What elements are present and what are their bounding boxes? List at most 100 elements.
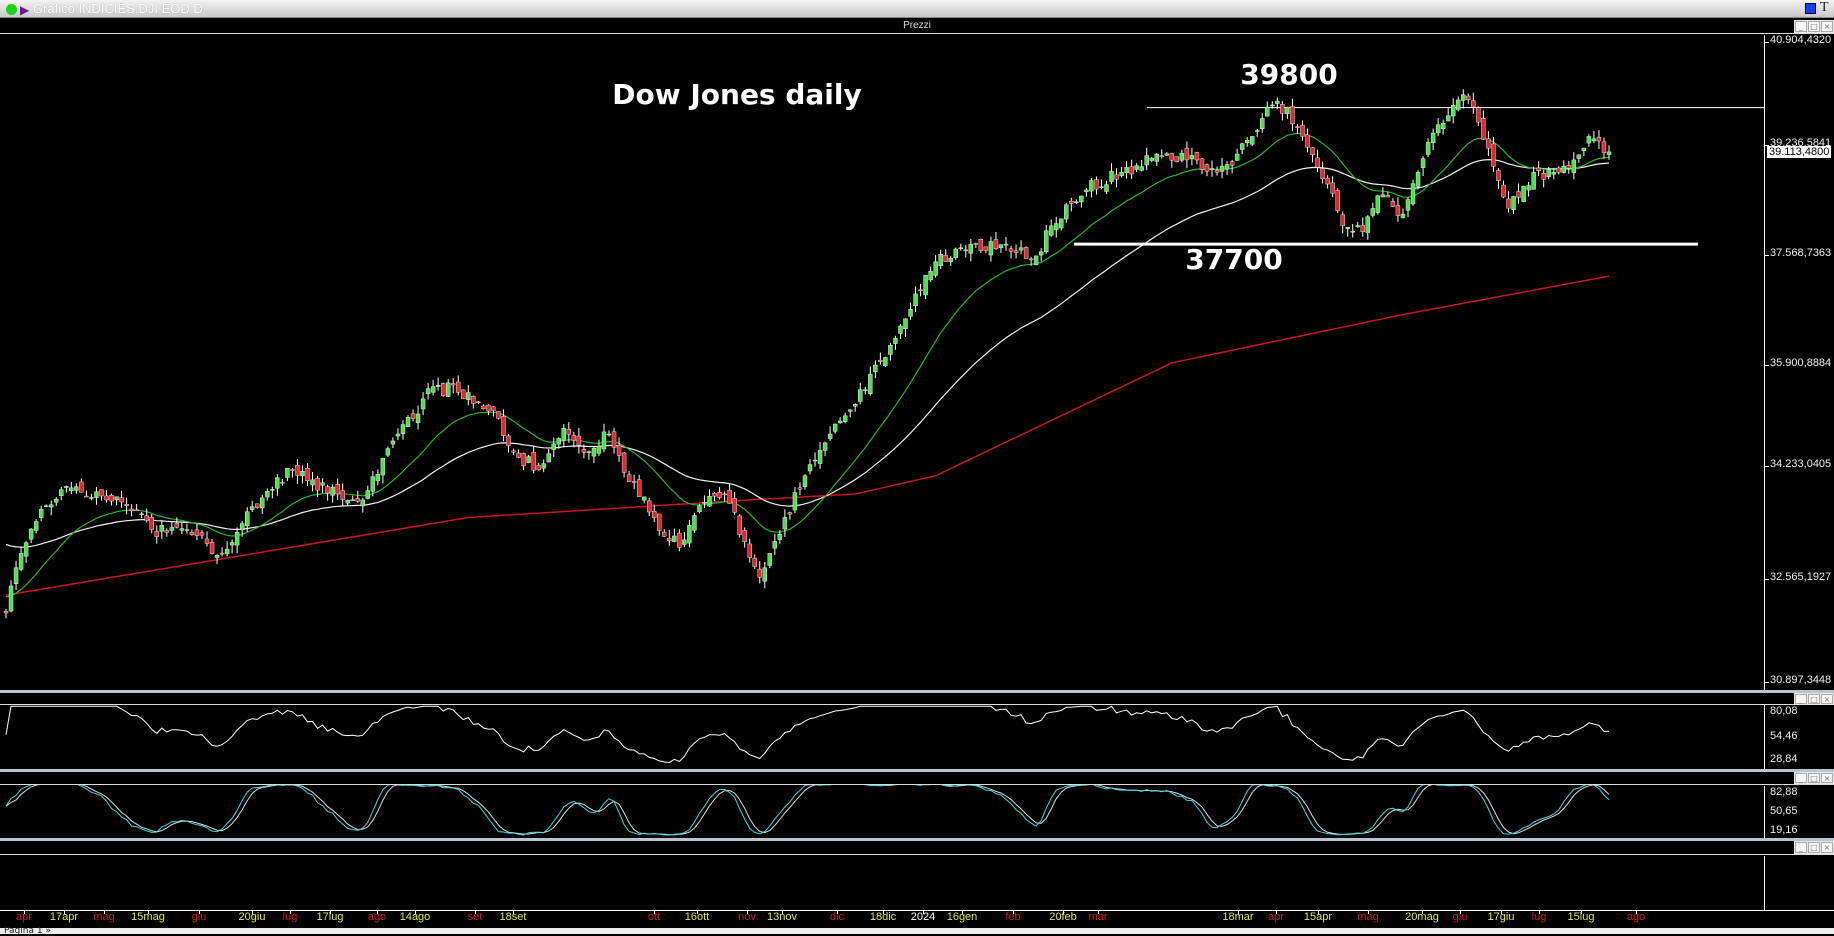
candle-down [1385, 195, 1391, 198]
candle-down [631, 481, 637, 483]
axis-tick [883, 910, 884, 914]
pane-separator[interactable] [0, 769, 1834, 772]
rsi-pane-header: _ □ × [0, 693, 1834, 705]
candle-up [1219, 165, 1225, 172]
stoch-axis [1764, 786, 1765, 838]
candle-down [1541, 173, 1546, 180]
candle-down [1214, 170, 1220, 173]
close-icon[interactable]: × [1821, 21, 1833, 32]
candle-down [737, 515, 742, 535]
candle-up [320, 482, 325, 486]
candle-down [742, 530, 747, 542]
stoch-label-high: 82,88 [1770, 786, 1798, 798]
time-axis-label: 17giu [1487, 911, 1515, 923]
candle-up [1420, 158, 1426, 168]
time-axis-label: 18mar [1222, 911, 1254, 923]
candle-down [149, 517, 154, 530]
candle-down [1174, 156, 1180, 163]
price-pane-title: Prezzi [903, 20, 931, 31]
candle-down [571, 435, 577, 441]
candle-up [159, 525, 164, 532]
candle-up [672, 535, 677, 542]
candle-up [1456, 99, 1461, 110]
text-tool-icon[interactable]: T [1820, 0, 1829, 15]
candle-up [114, 496, 119, 501]
axis-tick [1422, 910, 1423, 914]
candle-up [772, 541, 778, 549]
candle-down [1395, 205, 1401, 216]
candle-up [888, 345, 893, 355]
candle-up [229, 542, 235, 546]
pane-separator[interactable] [0, 690, 1834, 693]
rsi-label-mid: 54,46 [1770, 730, 1798, 742]
axis-tick [330, 910, 331, 914]
play-arrow-icon[interactable]: ▶ [20, 3, 30, 17]
color-square-icon[interactable] [1805, 3, 1816, 14]
price-axis-label: 37.568,7363 [1770, 247, 1832, 259]
candle-up [1104, 184, 1109, 192]
minimize-icon[interactable]: _ [1795, 21, 1807, 32]
candle-up [385, 448, 391, 456]
maximize-icon[interactable]: □ [1808, 21, 1820, 32]
close-icon[interactable]: × [1821, 842, 1833, 853]
candle-down [1184, 147, 1190, 161]
time-axis-label: dic [829, 911, 845, 923]
time-axis-label: 17apr [49, 911, 79, 923]
candle-up [948, 257, 953, 262]
candle-up [420, 398, 426, 410]
candle-up [1561, 165, 1566, 173]
rsi-line [5, 705, 1610, 764]
candle-down [752, 557, 757, 567]
candle-down [1295, 126, 1300, 128]
candle-down [1491, 143, 1496, 167]
pane-window-buttons[interactable]: _ □ × [1794, 841, 1834, 854]
axis-tick [747, 910, 748, 914]
pane-window-buttons[interactable]: _ □ × [1794, 772, 1834, 784]
candle-down [717, 492, 722, 498]
candle-up [556, 438, 561, 445]
time-axis-label: 14ago [399, 911, 431, 923]
candle-up [692, 515, 697, 531]
candle-up [38, 509, 44, 518]
candle-down [677, 532, 682, 548]
maximize-icon[interactable]: □ [1808, 842, 1820, 853]
candle-up [586, 451, 592, 453]
candle-down [1159, 155, 1164, 157]
axis-tick [1764, 466, 1769, 467]
candle-down [3, 611, 9, 614]
pane-window-buttons[interactable]: _ □ × [1794, 20, 1834, 33]
minimize-icon[interactable]: _ [1795, 694, 1807, 704]
candle-up [526, 456, 531, 463]
candle-up [1139, 166, 1144, 171]
close-icon[interactable]: × [1821, 694, 1833, 704]
maximize-icon[interactable]: □ [1808, 694, 1820, 704]
candle-up [1018, 247, 1024, 251]
time-axis-label: mar [1088, 911, 1108, 923]
candle-up [250, 506, 255, 510]
candle-up [837, 420, 843, 424]
axis-tick [1460, 910, 1461, 914]
candle-down [727, 490, 732, 504]
candle-down [501, 416, 506, 436]
axis-tick [475, 910, 476, 914]
page-tab[interactable]: Pagina 1 » [4, 926, 51, 936]
candle-up [405, 417, 411, 427]
minimize-icon[interactable]: _ [1795, 773, 1807, 783]
time-axis-label: giu [191, 911, 207, 923]
candle-up [883, 357, 888, 367]
time-axis-label: giu [1452, 911, 1468, 923]
candle-down [1501, 184, 1506, 198]
candle-down [1300, 124, 1305, 137]
minimize-icon[interactable]: _ [1795, 842, 1807, 853]
time-axis-label: 18dic [869, 911, 897, 923]
pane-separator[interactable] [0, 838, 1834, 841]
maximize-icon[interactable]: □ [1808, 773, 1820, 783]
candle-up [1606, 151, 1612, 155]
pane-window-buttons[interactable]: _ □ × [1794, 693, 1834, 705]
candle-up [893, 337, 898, 344]
candle-up [1119, 172, 1124, 176]
candle-up [903, 318, 908, 330]
close-icon[interactable]: × [1821, 773, 1833, 783]
candle-up [245, 511, 250, 526]
